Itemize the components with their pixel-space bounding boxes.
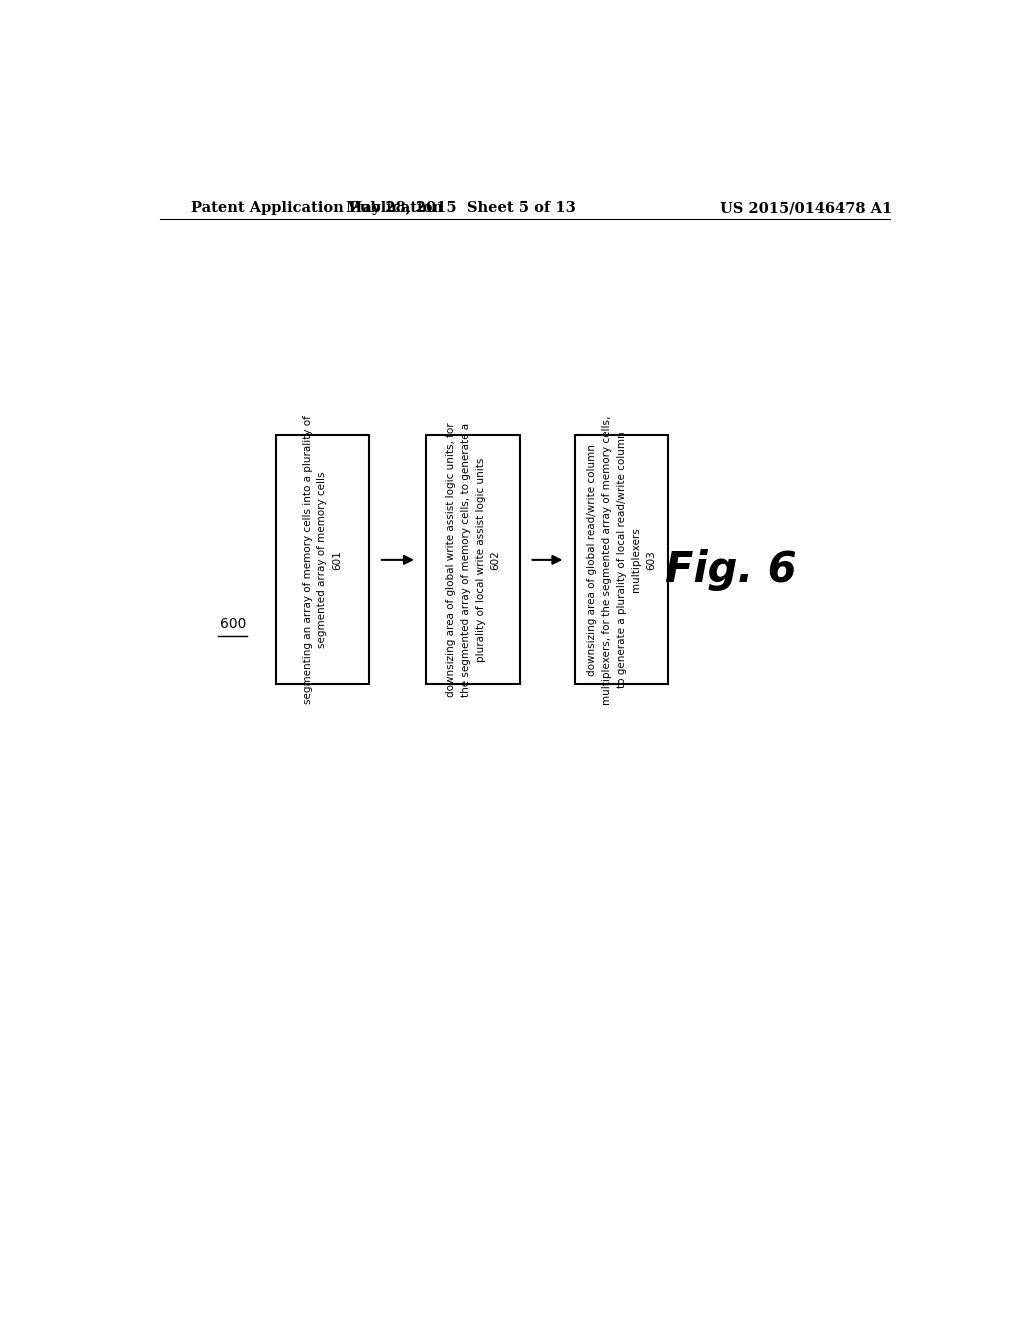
Text: downsizing area of global write assist logic units, for
the segmented array of m: downsizing area of global write assist l… bbox=[446, 422, 501, 697]
Text: US 2015/0146478 A1: US 2015/0146478 A1 bbox=[721, 201, 893, 215]
Text: Fig. 6: Fig. 6 bbox=[666, 549, 797, 591]
Text: 600: 600 bbox=[219, 616, 246, 631]
Bar bbox=[275, 436, 370, 684]
Text: downsizing area of global read/write column
multiplexers, for the segmented arra: downsizing area of global read/write col… bbox=[587, 416, 656, 705]
Text: segmenting an array of memory cells into a plurality of
segmented array of memor: segmenting an array of memory cells into… bbox=[303, 416, 342, 705]
Bar bbox=[574, 436, 669, 684]
Text: Patent Application Publication: Patent Application Publication bbox=[191, 201, 443, 215]
Text: May 28, 2015  Sheet 5 of 13: May 28, 2015 Sheet 5 of 13 bbox=[346, 201, 577, 215]
Bar bbox=[426, 436, 520, 684]
